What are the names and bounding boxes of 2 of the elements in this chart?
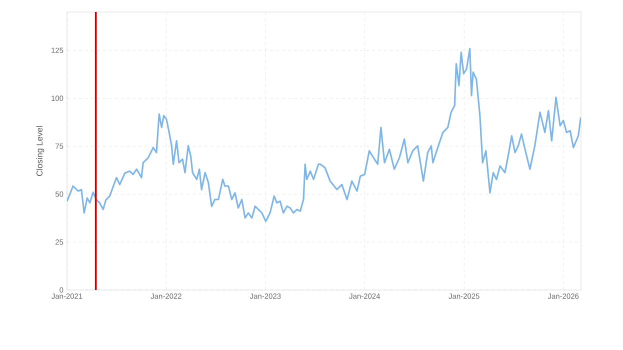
- y-axis-title: Closing Level: [36, 126, 44, 176]
- line-series: [67, 48, 582, 222]
